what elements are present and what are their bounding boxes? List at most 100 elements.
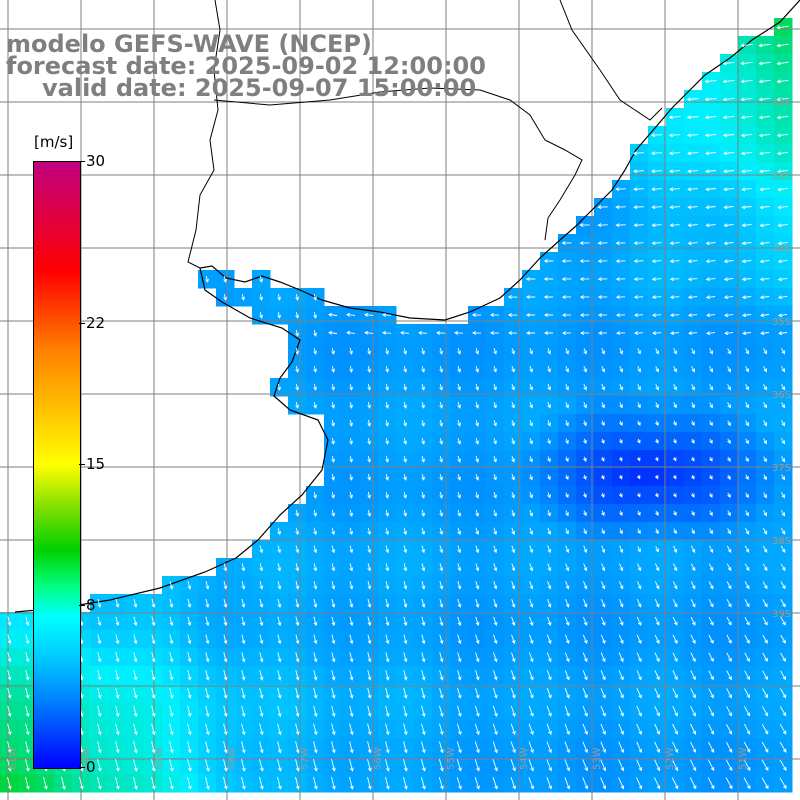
wind-arrow — [169, 759, 174, 772]
wind-arrow — [726, 652, 732, 663]
wind-arrow — [543, 259, 554, 263]
wind-arrow — [403, 723, 408, 736]
wind-arrow — [133, 741, 138, 754]
wind-arrow — [709, 474, 713, 480]
wind-arrow — [615, 223, 626, 228]
wind-arrow — [331, 741, 336, 754]
wind-arrow — [740, 43, 753, 48]
wind-arrow — [295, 509, 300, 517]
wind-arrow — [722, 97, 735, 102]
wind-arrow — [597, 313, 608, 317]
wind-arrow — [403, 419, 407, 427]
wind-arrow — [778, 331, 788, 336]
border-line — [559, 0, 663, 121]
wind-arrow — [744, 581, 750, 590]
wind-arrow — [331, 759, 336, 772]
wind-arrow — [780, 652, 786, 662]
wind-arrow — [547, 492, 551, 499]
wind-arrow — [421, 598, 426, 608]
wind-arrow — [722, 115, 735, 120]
wind-arrow — [759, 295, 770, 300]
wind-arrow — [367, 473, 371, 481]
wind-arrow — [745, 420, 749, 427]
wind-arrow — [673, 545, 678, 554]
wind-arrow — [151, 670, 156, 681]
lat-label: 33S — [772, 171, 791, 182]
wind-arrow — [313, 347, 317, 355]
wind-arrow — [7, 776, 12, 790]
wind-arrow — [565, 581, 570, 590]
wind-arrow — [582, 741, 588, 754]
wind-arrow — [781, 402, 785, 409]
wind-arrow — [421, 705, 426, 718]
wind-arrow — [187, 759, 192, 772]
wind-arrow — [97, 705, 102, 718]
wind-arrow — [511, 545, 516, 554]
wind-arrow — [529, 348, 533, 355]
wind-arrow — [331, 652, 336, 663]
wind-arrow — [633, 187, 644, 192]
wind-arrow — [205, 581, 210, 590]
wind-arrow — [295, 527, 300, 536]
wind-arrow — [763, 384, 767, 391]
wind-arrow — [187, 616, 192, 627]
wind-arrow — [277, 383, 281, 391]
wind-arrow — [295, 598, 300, 608]
wind-arrow — [687, 277, 698, 282]
wind-arrow — [492, 705, 498, 717]
wind-arrow — [672, 563, 678, 572]
wind-arrow — [367, 455, 371, 463]
lat-label: 37S — [772, 463, 791, 474]
wind-arrow — [295, 401, 299, 409]
wind-arrow — [259, 705, 264, 718]
wind-arrow — [97, 687, 102, 699]
wind-arrow — [601, 420, 605, 427]
wind-arrow — [277, 759, 282, 772]
wind-arrow — [97, 670, 102, 681]
wind-arrow — [619, 348, 623, 355]
wind-arrow — [421, 491, 425, 499]
wind-arrow — [597, 277, 608, 282]
wind-arrow — [457, 563, 462, 572]
wind-arrow — [457, 527, 462, 536]
wind-arrow — [618, 741, 625, 754]
wind-arrow — [762, 634, 768, 644]
wind-arrow — [187, 776, 192, 790]
wind-arrow — [615, 241, 626, 246]
wind-arrow — [600, 634, 606, 645]
wind-arrow — [438, 759, 444, 772]
wind-arrow — [439, 670, 444, 681]
wind-arrow — [457, 652, 462, 663]
wind-arrow — [673, 510, 677, 516]
wind-arrow — [637, 420, 641, 427]
wind-arrow — [704, 151, 717, 156]
wind-arrow — [313, 598, 318, 608]
wind-arrow — [618, 581, 624, 590]
wind-arrow — [528, 705, 534, 717]
wind-arrow — [439, 687, 444, 699]
wind-arrow — [654, 457, 659, 462]
wind-arrow — [474, 723, 480, 736]
wind-arrow — [97, 652, 102, 663]
wind-arrow — [601, 528, 605, 535]
wind-arrow — [743, 741, 751, 753]
wind-arrow — [349, 670, 354, 681]
wind-arrow — [743, 777, 751, 790]
wind-arrow — [439, 598, 444, 608]
wind-arrow — [669, 277, 680, 282]
wind-arrow — [579, 223, 590, 227]
wind-arrow — [633, 313, 644, 318]
wind-arrow — [331, 598, 336, 608]
wind-arrow — [779, 706, 787, 717]
wind-arrow — [704, 97, 717, 102]
wind-arrow — [763, 366, 767, 373]
wind-arrow — [745, 456, 749, 463]
wind-speed-field — [0, 18, 793, 793]
wind-arrow — [295, 581, 300, 590]
wind-arrow — [367, 365, 371, 373]
wind-arrow — [259, 687, 264, 699]
wind-arrow — [600, 705, 606, 717]
wind-arrow — [151, 616, 156, 627]
wind-arrow — [133, 616, 138, 627]
wind-arrow — [546, 777, 553, 790]
